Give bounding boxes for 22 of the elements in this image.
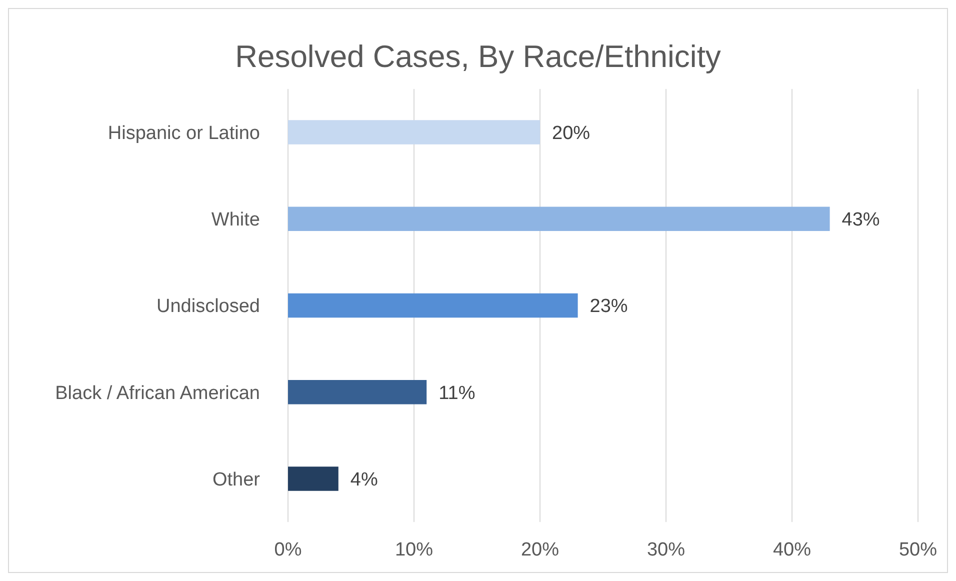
- x-tick-label: 50%: [898, 539, 938, 560]
- bar: [288, 380, 427, 404]
- y-tick-label: Hispanic or Latino: [108, 123, 260, 144]
- x-tick-label: 40%: [772, 539, 812, 560]
- y-tick-label: Undisclosed: [156, 296, 260, 318]
- chart-title: Resolved Cases, By Race/Ethnicity: [234, 38, 722, 76]
- x-tick-label: 0%: [274, 539, 302, 560]
- bar: [288, 120, 540, 144]
- y-tick-label: Other: [212, 469, 261, 490]
- x-tick-label: 10%: [394, 539, 434, 560]
- bar: [288, 206, 830, 232]
- data-label: 11%: [438, 382, 476, 404]
- y-tick-label: White: [211, 210, 260, 231]
- data-label: 4%: [350, 469, 378, 490]
- data-label: 20%: [552, 123, 590, 144]
- y-tick-label: Black / African American: [55, 382, 260, 404]
- data-label: 23%: [590, 296, 628, 318]
- bar: [288, 466, 338, 491]
- data-label: 43%: [842, 210, 880, 231]
- x-tick-label: 30%: [646, 539, 686, 560]
- x-tick-label: 20%: [520, 539, 560, 560]
- bar: [288, 293, 578, 318]
